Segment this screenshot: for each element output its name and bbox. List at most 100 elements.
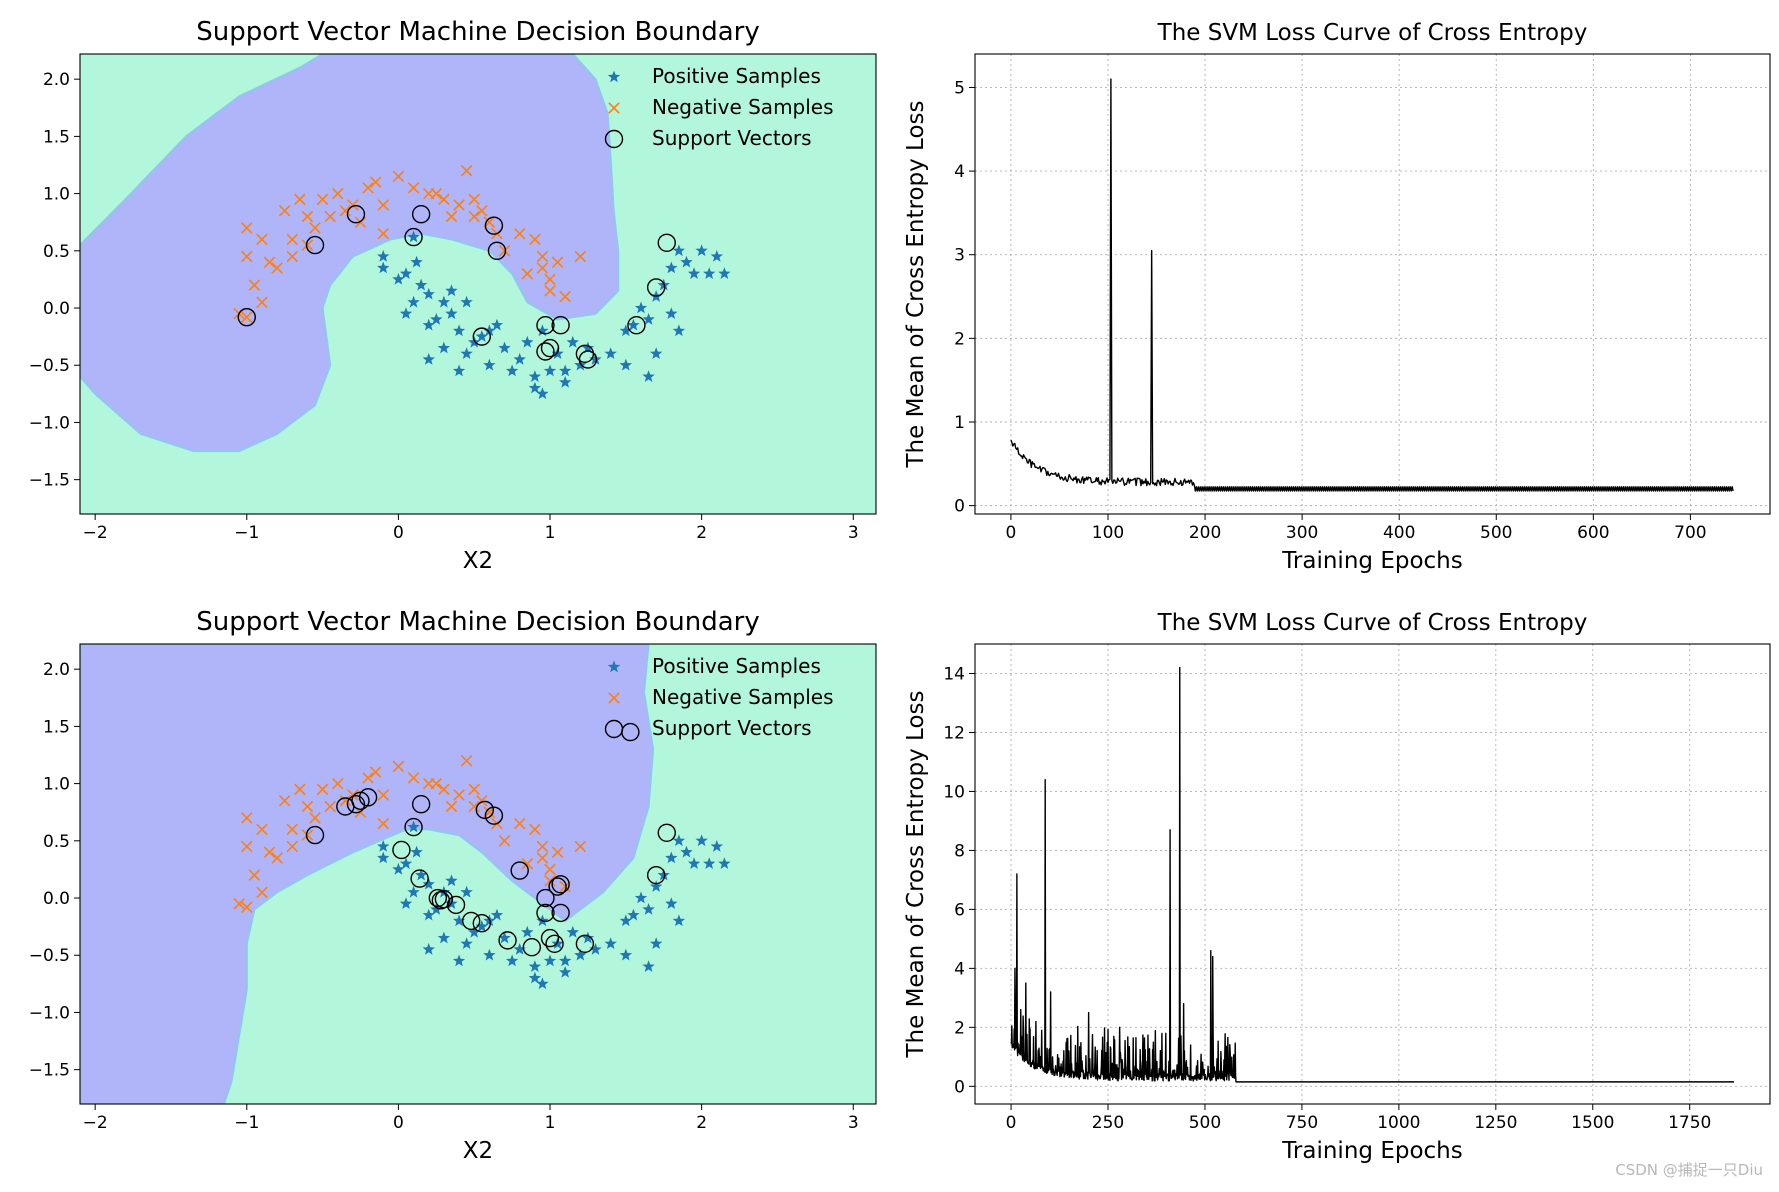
negative-sample-point xyxy=(430,777,443,790)
positive-sample-point xyxy=(422,353,435,365)
negative-sample-point xyxy=(263,256,276,269)
negative-sample-point xyxy=(544,285,556,297)
y-tick-label: 2 xyxy=(954,1018,965,1038)
positive-sample-point xyxy=(490,318,504,331)
y-tick-label: 4 xyxy=(954,162,965,182)
x-tick-label: 500 xyxy=(1480,523,1512,543)
legend: Positive Samples Negative Samples Support … xyxy=(604,64,834,150)
x-axis-label: Training Epochs xyxy=(1281,1138,1462,1164)
y-axis: 0 2 4 6 8 10 12 14 xyxy=(943,664,975,1097)
negative-sample-point xyxy=(263,846,276,859)
negative-sample-point xyxy=(377,227,390,240)
positive-sample-point xyxy=(437,341,451,354)
negative-sample-point xyxy=(521,857,534,870)
positive-sample-point xyxy=(710,840,723,852)
negative-sample-point xyxy=(256,233,268,246)
y-tick-label: 0.5 xyxy=(43,242,70,262)
legend-label: Support Vectors xyxy=(652,126,812,150)
plot-area xyxy=(975,54,1770,514)
positive-sample-point xyxy=(430,902,443,915)
legend-marker-star xyxy=(607,70,621,83)
support-vector-point xyxy=(522,938,542,957)
positive-sample-point xyxy=(505,954,519,967)
legend-marker-x xyxy=(608,692,620,704)
negative-sample-point xyxy=(559,290,571,303)
negative-sample-point xyxy=(468,193,480,206)
positive-sample-point xyxy=(460,937,473,950)
negative-sample-point xyxy=(286,250,299,263)
positive-sample-point xyxy=(399,897,413,910)
x-tick-label: 0 xyxy=(1006,1113,1017,1133)
negative-sample-point xyxy=(460,164,473,177)
svm-boundary-chart-top: −2 −1 0 1 2 3 −1.5 −1.0 −0.5 0.0 0.5 1.0 1.5 2.0 Suppo… xyxy=(29,17,877,574)
y-tick-label: 8 xyxy=(954,841,965,861)
positive-sample-point xyxy=(437,295,451,308)
positive-sample-point xyxy=(392,862,405,875)
positive-sample-point xyxy=(627,908,640,921)
support-vector-point xyxy=(305,825,325,845)
positive-sample-point xyxy=(665,307,678,320)
support-vector-point xyxy=(392,840,411,860)
support-vector-point xyxy=(536,315,555,335)
x-axis: 0 250 500 750 1000 1250 1500 1750 xyxy=(1006,1104,1711,1133)
positive-sample-point xyxy=(483,324,496,337)
legend: Positive Samples Negative Samples Support … xyxy=(604,654,834,740)
positive-sample-point xyxy=(634,301,648,314)
support-vector-point xyxy=(575,934,595,954)
support-vector-point xyxy=(551,875,570,894)
positive-sample-point xyxy=(437,931,451,944)
positive-sample-point xyxy=(475,330,488,342)
negative-sample-point xyxy=(316,193,329,206)
negative-sample-point xyxy=(468,783,480,796)
positive-sample-point xyxy=(642,902,655,915)
positive-sample-point xyxy=(445,307,458,320)
support-vector-point xyxy=(646,278,666,297)
y-tick-label: 6 xyxy=(954,900,965,920)
negative-sample-point xyxy=(271,262,283,274)
legend-label: Positive Samples xyxy=(652,64,821,88)
positive-sample-point xyxy=(672,914,686,927)
positive-sample-point xyxy=(680,845,693,858)
support-vector-point xyxy=(646,865,666,885)
x-tick-label: 0 xyxy=(1006,523,1017,543)
support-vector-point xyxy=(510,861,529,880)
negative-sample-point xyxy=(377,199,390,211)
support-vector-point xyxy=(536,342,555,361)
support-vector-point xyxy=(536,888,555,908)
positive-sample-point xyxy=(589,353,602,365)
support-vector-point xyxy=(346,794,366,814)
support-vector-point xyxy=(411,794,431,814)
support-vector-point xyxy=(540,928,560,948)
negative-sample-point xyxy=(407,182,420,194)
loss-curve-line xyxy=(1010,666,1735,1083)
series-support-vectors xyxy=(237,204,676,369)
y-tick-label: 2.0 xyxy=(43,70,70,90)
positive-sample-point xyxy=(483,358,496,371)
positive-sample-point xyxy=(665,851,678,864)
x-tick-label: 3 xyxy=(848,1113,859,1133)
negative-sample-point xyxy=(354,216,367,228)
legend-marker-star xyxy=(607,660,621,673)
positive-sample-point xyxy=(452,324,466,337)
positive-sample-point xyxy=(687,857,701,869)
negative-sample-point xyxy=(256,886,268,899)
support-vector-point xyxy=(484,216,504,235)
negative-sample-point xyxy=(392,170,405,183)
negative-sample-point xyxy=(309,812,321,824)
negative-sample-point xyxy=(498,835,511,847)
positive-sample-point xyxy=(642,312,655,325)
x-axis-label: X2 xyxy=(463,1138,493,1164)
negative-sample-point xyxy=(309,222,321,234)
support-vector-point xyxy=(551,315,570,335)
positive-sample-point xyxy=(445,874,458,887)
positive-sample-point xyxy=(521,925,534,938)
series-negative-samples xyxy=(233,754,587,913)
negative-sample-point xyxy=(544,875,556,887)
positive-sample-point xyxy=(710,250,723,262)
x-tick-label: 100 xyxy=(1092,523,1124,543)
positive-sample-point xyxy=(505,364,519,377)
negative-sample-point xyxy=(377,789,390,801)
y-tick-label: 3 xyxy=(954,246,965,266)
support-vector-point xyxy=(411,204,431,224)
